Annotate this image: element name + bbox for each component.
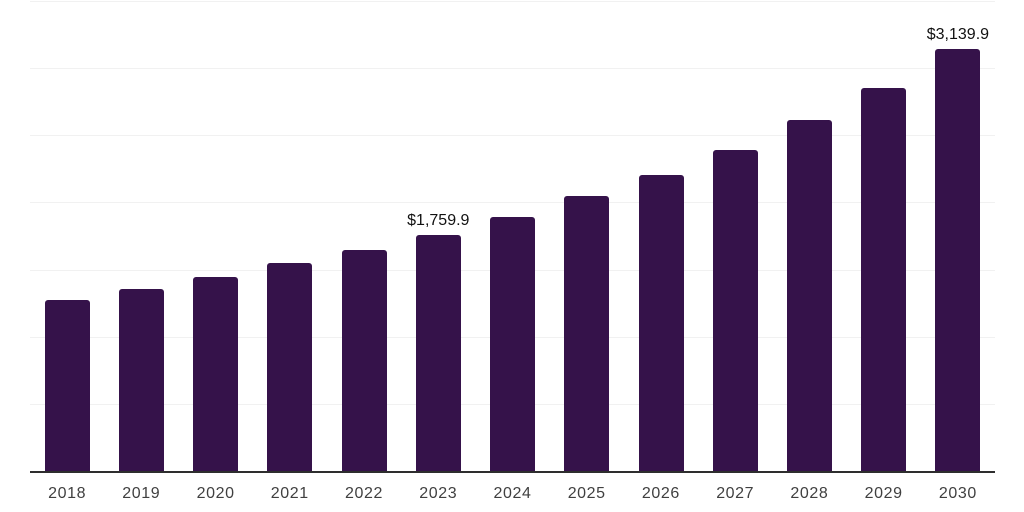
bar-2020 (193, 276, 239, 471)
x-tick-2026: 2026 (641, 485, 680, 502)
gridline-3000 (30, 68, 995, 70)
x-tick-2023: 2023 (419, 485, 458, 502)
x-tick-2022: 2022 (344, 485, 383, 502)
bar-2024 (490, 216, 535, 471)
bar-2028 (786, 120, 832, 471)
x-tick-2018: 2018 (48, 485, 87, 502)
x-tick-2019: 2019 (122, 485, 161, 502)
bars-container: $1,759.9 $3,139.9 (30, 1, 995, 471)
x-tick-2027: 2027 (716, 485, 755, 502)
bar-2022 (341, 250, 387, 471)
bar-2026 (638, 174, 684, 471)
x-tick-2029: 2029 (864, 485, 903, 502)
gridline-2500 (30, 135, 995, 137)
bar-2021 (267, 263, 313, 471)
gridline-2000 (30, 202, 995, 204)
bar-value-label-2023: $1,759.9 (407, 211, 470, 229)
bar-2018 (44, 299, 90, 471)
bar-2023 (415, 234, 461, 471)
bar-2030 (935, 49, 981, 471)
x-tick-2030: 2030 (938, 485, 977, 502)
x-tick-2024: 2024 (493, 485, 532, 502)
bar-2029 (861, 88, 907, 471)
x-tick-2028: 2028 (790, 485, 829, 502)
gridline-3500 (30, 1, 995, 2)
plot-area: $1,759.9 $3,139.9 (30, 1, 995, 473)
x-tick-2025: 2025 (567, 485, 606, 502)
bar-value-label-2030: $3,139.9 (926, 26, 990, 44)
bar-2019 (118, 288, 164, 471)
x-tick-2021: 2021 (270, 485, 309, 502)
bar-2025 (564, 196, 610, 471)
x-tick-2020: 2020 (196, 485, 235, 502)
x-axis-tick-labels: 2018 2019 2020 2021 2022 2023 2024 2025 2026 2027… (30, 484, 995, 506)
bar-2027 (712, 149, 758, 471)
